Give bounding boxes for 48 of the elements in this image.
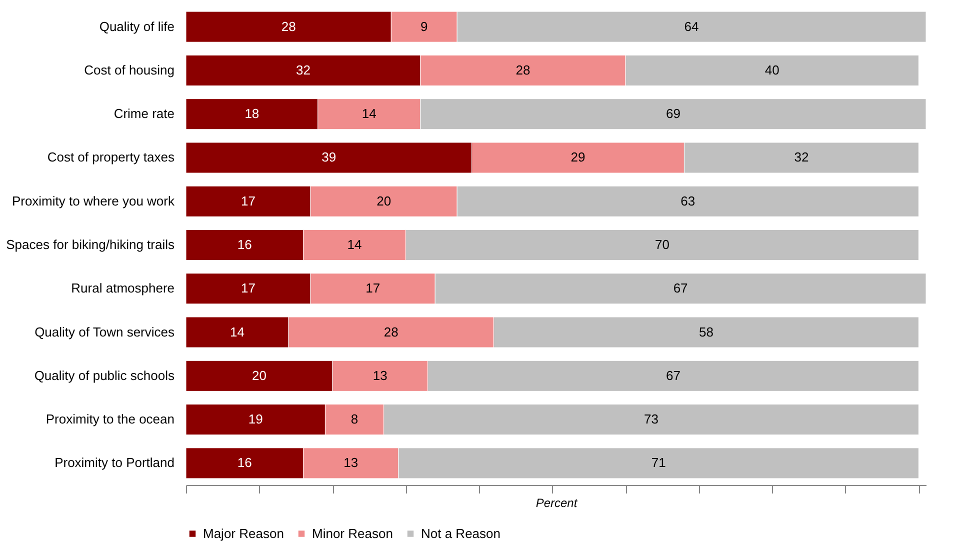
data-label: 67 xyxy=(673,280,688,296)
data-label: 9 xyxy=(420,18,428,34)
data-label: 39 xyxy=(322,150,336,165)
data-label: 67 xyxy=(666,368,680,383)
y-tick-label: Quality of public schools xyxy=(34,368,175,383)
data-label: 8 xyxy=(350,412,358,427)
data-label: 28 xyxy=(516,62,530,78)
data-label: 70 xyxy=(655,237,670,252)
data-label: 28 xyxy=(281,18,296,34)
data-label: 19 xyxy=(248,412,263,427)
data-label: 14 xyxy=(230,324,245,340)
data-label: 20 xyxy=(376,193,392,208)
legend-label: Major Reason xyxy=(203,526,284,541)
data-label: 29 xyxy=(570,150,586,165)
y-tick-label: Proximity to Portland xyxy=(54,455,174,470)
y-tick-label: Quality of Town services xyxy=(34,324,175,340)
data-label: 28 xyxy=(384,324,398,340)
x-axis-title: Percent xyxy=(536,496,578,510)
data-label: 64 xyxy=(684,18,699,34)
y-tick-label: Crime rate xyxy=(114,106,174,122)
legend-label: Minor Reason xyxy=(312,526,393,541)
data-label: 14 xyxy=(362,106,376,122)
y-tick-label: Rural atmosphere xyxy=(71,280,174,296)
y-tick-label: Proximity to the ocean xyxy=(46,412,174,427)
data-label: 73 xyxy=(644,412,658,427)
data-label: 17 xyxy=(241,193,256,208)
y-tick-label: Cost of property taxes xyxy=(47,150,175,165)
data-label: 16 xyxy=(237,455,252,470)
data-label: 16 xyxy=(237,237,252,252)
data-label: 18 xyxy=(244,106,260,122)
data-label: 58 xyxy=(698,324,714,340)
data-label: 17 xyxy=(241,280,256,296)
data-label: 14 xyxy=(347,237,362,252)
y-tick-label: Spaces for biking/hiking trails xyxy=(6,237,175,252)
data-label: 71 xyxy=(651,455,666,470)
data-label: 20 xyxy=(252,368,266,383)
y-tick-label: Cost of housing xyxy=(84,62,174,78)
data-label: 69 xyxy=(666,106,680,122)
data-label: 32 xyxy=(296,62,310,78)
data-label: 13 xyxy=(344,455,358,470)
data-label: 32 xyxy=(794,150,809,165)
legend-label: Not a Reason xyxy=(421,526,500,541)
data-label: 63 xyxy=(680,193,696,208)
y-tick-label: Proximity to where you work xyxy=(12,193,175,208)
data-label: 13 xyxy=(372,368,388,383)
y-tick-label: Quality of life xyxy=(99,18,174,34)
data-label: 40 xyxy=(764,62,780,78)
data-label: 17 xyxy=(366,280,380,296)
